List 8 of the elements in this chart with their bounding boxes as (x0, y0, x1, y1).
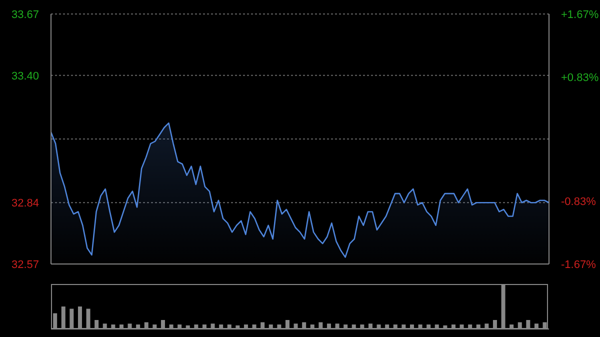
y-tick-label: 33.40 (11, 70, 39, 82)
y-tick-label: 33.67 (11, 9, 39, 21)
y2-tick-label: -0.83% (561, 196, 596, 208)
y-tick-label: 32.84 (11, 198, 39, 210)
y2-tick-label: +0.83% (561, 72, 599, 84)
y2-tick-label: -1.67% (561, 259, 596, 271)
y-tick-label: 32.57 (11, 259, 39, 271)
y2-tick-label: +1.67% (561, 9, 599, 21)
